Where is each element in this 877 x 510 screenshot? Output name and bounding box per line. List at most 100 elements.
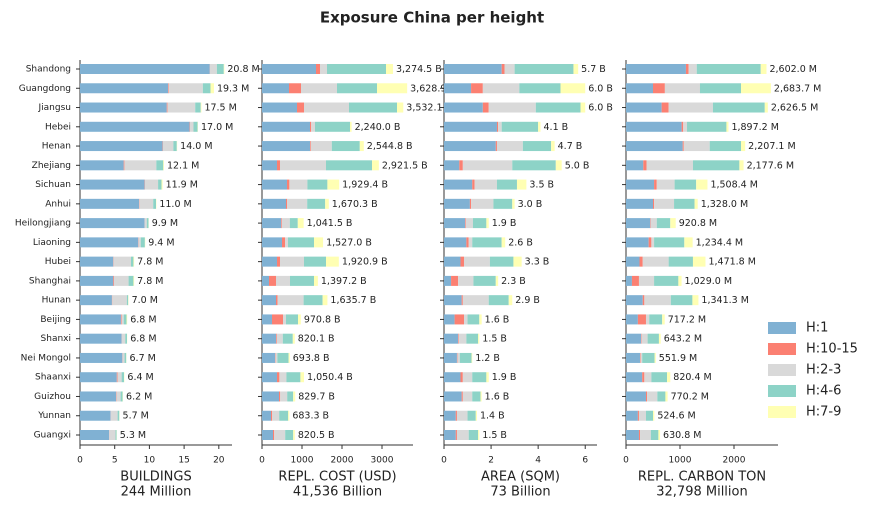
bar-segment	[320, 64, 327, 74]
bar-segment	[280, 391, 288, 402]
bar-segment	[444, 179, 473, 190]
bar-segment	[631, 275, 639, 286]
bar-segment	[262, 275, 269, 286]
bar-segment	[486, 218, 489, 229]
bar-segment	[200, 102, 202, 113]
bar-segment	[512, 160, 556, 171]
bar-segment	[488, 295, 509, 306]
bar-segment	[455, 410, 457, 421]
bar-segment	[472, 372, 487, 383]
bar-segment	[462, 160, 513, 171]
bar-segment	[626, 410, 638, 421]
bar-segment	[397, 102, 404, 113]
bar-total-label: 19.3 M	[217, 83, 249, 94]
bar-total-label: 1.2 B	[475, 353, 500, 364]
bar-segment	[650, 218, 657, 229]
bar-segment	[692, 160, 740, 171]
bar-segment	[482, 102, 489, 113]
bar-segment	[276, 333, 277, 344]
y-tick-label: Guizhou	[34, 392, 71, 402]
bar-segment	[272, 410, 280, 421]
bar-segment	[516, 179, 527, 190]
bar-segment	[467, 314, 480, 325]
bar-segment	[472, 218, 487, 229]
bar-segment	[472, 237, 502, 248]
bar-segment	[560, 83, 586, 94]
bar-segment	[444, 218, 466, 229]
bar-segment	[304, 102, 349, 113]
bar-segment	[146, 218, 149, 229]
bar-segment	[665, 391, 668, 402]
bar-segment	[80, 102, 167, 113]
bar-segment	[444, 430, 456, 440]
bar-segment	[167, 102, 196, 113]
bar-segment	[262, 391, 279, 402]
bar-segment	[123, 160, 125, 171]
bar-total-label: 693.8 B	[293, 353, 330, 364]
bar-segment	[289, 218, 298, 229]
bar-segment	[223, 64, 225, 74]
bar-segment	[644, 372, 652, 383]
bar-total-label: 970.8 B	[304, 314, 341, 325]
bar-segment	[626, 352, 641, 363]
x-tick-label: 4	[535, 456, 541, 466]
bar-segment	[273, 430, 275, 440]
bar-segment	[113, 256, 132, 267]
bar-segment	[464, 314, 468, 325]
bar-segment	[80, 295, 112, 306]
bar-segment	[80, 179, 145, 190]
bar-segment	[262, 237, 282, 248]
y-tick-label: Anhui	[45, 199, 71, 209]
bar-segment	[262, 410, 271, 421]
bar-segment	[310, 141, 332, 152]
bar-segment	[289, 179, 308, 190]
bar-segment	[471, 198, 494, 209]
bar-segment	[276, 333, 283, 344]
bar-total-label: 1,508.4 M	[710, 180, 757, 191]
bar-segment	[117, 372, 122, 383]
bar-segment	[444, 256, 461, 267]
bar-segment	[472, 391, 481, 402]
bar-segment	[646, 160, 693, 171]
bar-segment	[508, 295, 513, 306]
bar-segment	[297, 102, 304, 113]
bar-segment	[372, 160, 379, 171]
bar-segment	[626, 160, 644, 171]
bar-segment	[337, 83, 377, 94]
bar-total-label: 5.3 M	[120, 430, 146, 441]
bar-segment	[277, 160, 280, 171]
bar-segment	[377, 83, 408, 94]
bar-segment	[482, 83, 520, 94]
legend-swatch	[768, 322, 796, 334]
bar-segment	[456, 410, 468, 421]
bar-segment	[144, 218, 147, 229]
bar-total-label: 2,544.8 B	[367, 141, 413, 152]
bar-segment	[501, 64, 505, 74]
bar-segment	[664, 83, 700, 94]
bar-segment	[216, 64, 224, 74]
bar-segment	[674, 179, 697, 190]
bar-segment	[652, 198, 655, 209]
bar-segment	[133, 275, 135, 286]
bar-segment	[444, 391, 462, 402]
bar-segment	[662, 314, 665, 325]
bar-segment	[486, 372, 489, 383]
bar-segment	[262, 121, 310, 132]
bar-segment	[637, 410, 639, 421]
bar-segment	[657, 391, 666, 402]
bar-segment	[275, 352, 278, 363]
x-tick-label: 5	[112, 456, 118, 466]
bar-segment	[444, 141, 496, 152]
bar-segment	[466, 237, 469, 248]
bar-segment	[475, 410, 477, 421]
bar-segment	[495, 141, 497, 152]
bar-segment	[535, 102, 581, 113]
bar-segment	[683, 141, 710, 152]
bar-segment	[286, 198, 288, 209]
bar-segment	[642, 352, 655, 363]
bar-segment	[688, 64, 697, 74]
bar-total-label: 1,397.2 B	[321, 276, 367, 287]
bar-segment	[458, 275, 474, 286]
bar-segment	[277, 352, 289, 363]
legend-swatch	[768, 343, 796, 355]
